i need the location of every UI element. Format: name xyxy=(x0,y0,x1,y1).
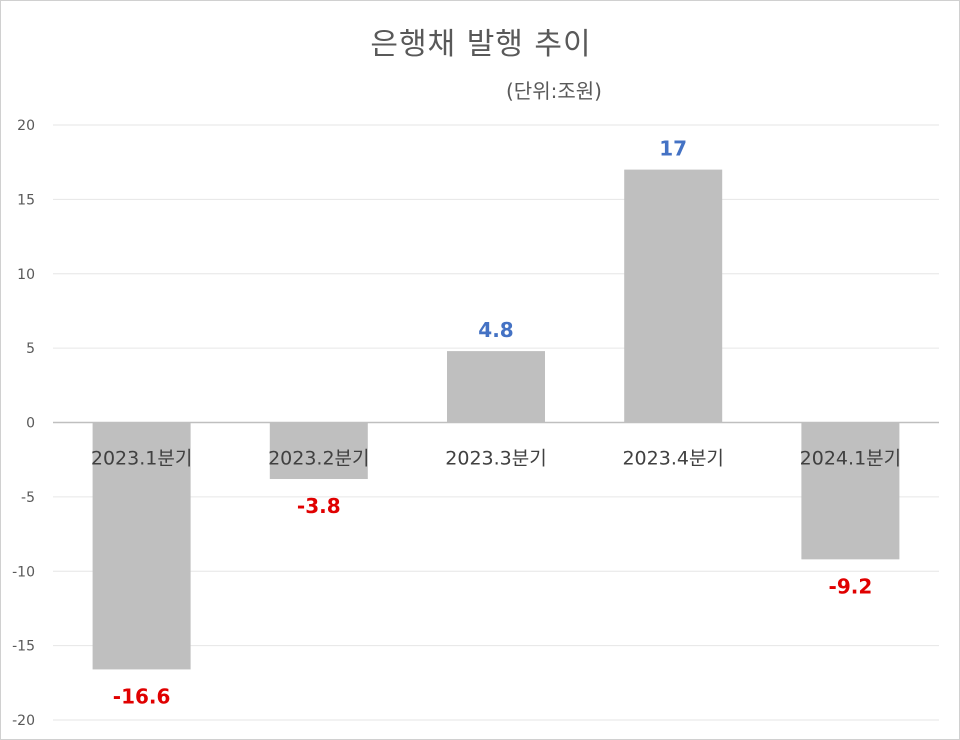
bar xyxy=(624,169,723,423)
chart-unit-note: (단위:조원) xyxy=(506,79,602,103)
bar xyxy=(447,351,545,423)
y-tick-label: -20 xyxy=(12,713,35,729)
chart-title: 은행채 발행 추이 xyxy=(370,27,592,62)
data-label: -9.2 xyxy=(829,574,873,598)
bar xyxy=(269,422,368,480)
y-tick-label: 10 xyxy=(17,267,35,283)
data-label: 4.8 xyxy=(478,318,513,342)
bar xyxy=(92,422,191,670)
category-label: 2023.2분기 xyxy=(268,448,369,470)
y-tick-label: 0 xyxy=(26,416,35,432)
y-tick-label: -15 xyxy=(12,639,35,655)
category-label: 2023.3분기 xyxy=(445,448,546,470)
bar xyxy=(801,422,900,560)
y-tick-label: 15 xyxy=(17,192,35,208)
data-label: -3.8 xyxy=(297,494,341,518)
data-label: -16.6 xyxy=(113,684,171,708)
y-tick-label: -10 xyxy=(12,564,35,580)
y-tick-label: -5 xyxy=(21,490,35,506)
category-label: 2023.4분기 xyxy=(622,448,723,470)
category-label: 2024.1분기 xyxy=(800,448,901,470)
data-label: 17 xyxy=(659,137,687,161)
y-tick-label: 20 xyxy=(17,118,35,134)
category-label: 2023.1분기 xyxy=(91,448,192,470)
y-tick-label: 5 xyxy=(26,341,35,357)
